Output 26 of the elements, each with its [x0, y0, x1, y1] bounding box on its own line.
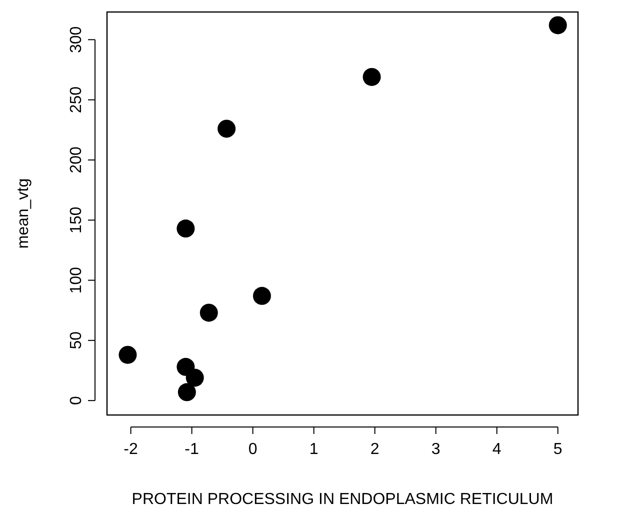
x-tick-label: 3 [431, 441, 440, 458]
point [178, 383, 196, 402]
point [186, 368, 204, 387]
y-tick-label: 250 [68, 86, 85, 114]
point [176, 220, 195, 238]
y-axis-title: mean_vtg [15, 178, 32, 249]
x-tick-label: 1 [309, 441, 318, 458]
x-tick-label: -2 [124, 441, 138, 458]
y-tick-label: 50 [68, 331, 85, 350]
x-tick-label: 5 [553, 441, 562, 458]
y-tick-label: 150 [68, 206, 85, 234]
x-axis-title: PROTEIN PROCESSING IN ENDOPLASMIC RETICULUM [132, 491, 554, 508]
y-tick-label: 100 [68, 266, 85, 294]
point [362, 68, 381, 86]
point [218, 120, 236, 138]
point [548, 16, 567, 34]
x-tick-label: 4 [492, 441, 502, 458]
point [252, 286, 271, 305]
x-tick-label: 2 [370, 441, 380, 458]
point [200, 304, 218, 322]
y-tick-label: 200 [68, 146, 85, 174]
point [118, 346, 137, 364]
x-tick-label: -1 [184, 441, 200, 458]
y-tick-label: 0 [68, 396, 85, 406]
y-tick-label: 300 [68, 26, 85, 54]
x-tick-label: 0 [248, 441, 258, 458]
